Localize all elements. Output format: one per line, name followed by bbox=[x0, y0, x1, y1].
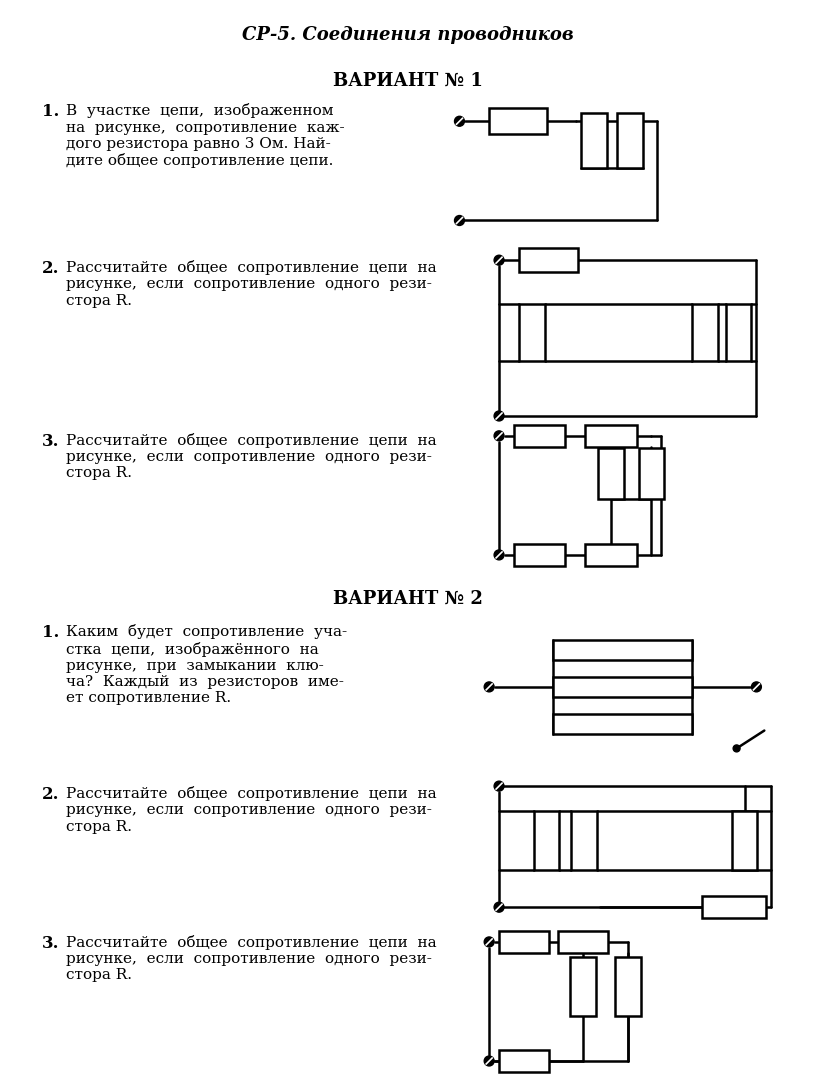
Circle shape bbox=[494, 431, 504, 441]
Text: 3.: 3. bbox=[42, 935, 60, 952]
Text: ВАРИАНТ № 2: ВАРИАНТ № 2 bbox=[333, 590, 483, 608]
Bar bbox=[598, 447, 623, 500]
Bar bbox=[617, 113, 642, 168]
Bar bbox=[519, 304, 544, 362]
Bar bbox=[499, 931, 548, 952]
Bar bbox=[581, 113, 607, 168]
Bar bbox=[553, 677, 692, 697]
Bar bbox=[489, 109, 547, 135]
Bar bbox=[585, 425, 636, 446]
Circle shape bbox=[752, 682, 761, 692]
Bar bbox=[499, 1050, 548, 1072]
Bar bbox=[570, 957, 596, 1016]
Bar bbox=[725, 304, 752, 362]
Bar bbox=[571, 811, 597, 871]
Circle shape bbox=[494, 550, 504, 560]
Circle shape bbox=[455, 215, 464, 226]
Bar bbox=[702, 896, 766, 918]
Circle shape bbox=[494, 255, 504, 265]
Bar bbox=[639, 447, 664, 500]
Text: В  участке  цепи,  изображенном
на  рисунке,  сопротивление  каж-
дого резистора: В участке цепи, изображенном на рисунке,… bbox=[65, 103, 344, 168]
Bar bbox=[585, 544, 636, 566]
Circle shape bbox=[484, 937, 494, 947]
Bar bbox=[514, 544, 565, 566]
Circle shape bbox=[733, 745, 740, 752]
Text: Рассчитайте  общее  сопротивление  цепи  на
рисунке,  если  сопротивление  одног: Рассчитайте общее сопротивление цепи на … bbox=[65, 433, 437, 480]
Bar bbox=[553, 714, 692, 733]
Text: Рассчитайте  общее  сопротивление  цепи  на
рисунке,  если  сопротивление  одног: Рассчитайте общее сопротивление цепи на … bbox=[65, 786, 437, 834]
Text: Рассчитайте  общее  сопротивление  цепи  на
рисунке,  если  сопротивление  одног: Рассчитайте общее сопротивление цепи на … bbox=[65, 261, 437, 307]
Bar bbox=[519, 249, 579, 273]
Circle shape bbox=[494, 781, 504, 791]
Circle shape bbox=[455, 116, 464, 126]
Text: 1.: 1. bbox=[42, 103, 59, 121]
Bar bbox=[558, 931, 608, 952]
Bar bbox=[692, 304, 718, 362]
Text: 2.: 2. bbox=[42, 786, 60, 804]
Text: 1.: 1. bbox=[42, 624, 59, 642]
Circle shape bbox=[484, 682, 494, 692]
Bar bbox=[615, 957, 641, 1016]
Bar bbox=[553, 641, 692, 660]
Text: ВАРИАНТ № 1: ВАРИАНТ № 1 bbox=[333, 72, 483, 90]
Bar bbox=[514, 425, 565, 446]
Text: 2.: 2. bbox=[42, 261, 60, 277]
Circle shape bbox=[484, 1056, 494, 1066]
Bar bbox=[534, 811, 560, 871]
Circle shape bbox=[494, 902, 504, 912]
Text: СР-5. Соединения проводников: СР-5. Соединения проводников bbox=[242, 26, 574, 45]
Circle shape bbox=[494, 411, 504, 421]
Text: 3.: 3. bbox=[42, 433, 60, 450]
Bar bbox=[732, 811, 757, 871]
Text: Каким  будет  сопротивление  уча-
стка  цепи,  изображённого  на
рисунке,  при  : Каким будет сопротивление уча- стка цепи… bbox=[65, 624, 347, 706]
Text: Рассчитайте  общее  сопротивление  цепи  на
рисунке,  если  сопротивление  одног: Рассчитайте общее сопротивление цепи на … bbox=[65, 935, 437, 983]
